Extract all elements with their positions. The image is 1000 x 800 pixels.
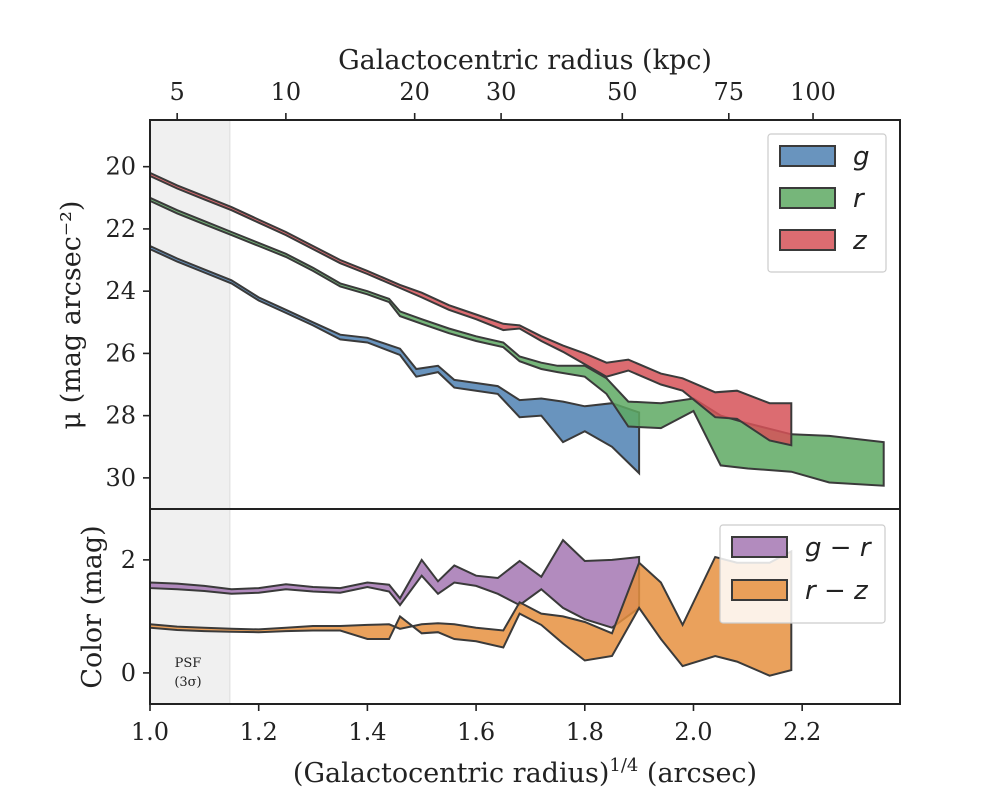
legend-label: r bbox=[853, 184, 866, 214]
x-tick-label: 2.0 bbox=[674, 718, 712, 746]
legend-swatch bbox=[779, 145, 836, 167]
legend-swatch bbox=[779, 187, 836, 209]
x-axis-title: (Galactocentric radius)1/4 (arcsec) bbox=[293, 755, 757, 789]
psf-sublabel: (3σ) bbox=[174, 675, 201, 690]
legend-label: g bbox=[853, 142, 870, 172]
legend-swatch bbox=[779, 229, 836, 251]
top-tick-label: 30 bbox=[486, 78, 517, 106]
psf-region bbox=[150, 120, 230, 509]
x-tick-label: 1.8 bbox=[566, 718, 604, 746]
band-mu-1 bbox=[149, 196, 885, 487]
y-tick-label: 0 bbox=[121, 659, 136, 687]
labels: Galactocentric radius (kpc) (Galactocent… bbox=[56, 45, 757, 789]
top-tick-label: 10 bbox=[271, 78, 302, 106]
band-color-1 bbox=[149, 549, 793, 677]
legend-label: r − z bbox=[805, 576, 869, 606]
y-tick-label: 26 bbox=[105, 339, 136, 367]
y-axis-title-top: μ (mag arcsec⁻²) bbox=[56, 201, 87, 430]
legend-label: g − r bbox=[805, 533, 873, 563]
x-tick-label: 1.4 bbox=[348, 718, 386, 746]
top-tick-label: 20 bbox=[399, 78, 430, 106]
top-tick-label: 5 bbox=[170, 78, 185, 106]
y-tick-label: 24 bbox=[105, 277, 136, 305]
y-tick-label: 2 bbox=[121, 546, 136, 574]
x-tick-label: 1.6 bbox=[457, 718, 495, 746]
legend-swatch bbox=[731, 536, 788, 558]
y-tick-label: 28 bbox=[105, 402, 136, 430]
top-tick-label: 50 bbox=[607, 78, 638, 106]
y-tick-label: 30 bbox=[105, 464, 136, 492]
x-tick-label: 1.2 bbox=[240, 718, 278, 746]
legend-label: z bbox=[852, 226, 868, 256]
y-tick-label: 22 bbox=[105, 215, 136, 243]
x-tick-label: 2.2 bbox=[783, 718, 821, 746]
top-tick-label: 100 bbox=[790, 78, 836, 106]
psf-label: PSF bbox=[175, 656, 202, 671]
bottom-panel: 0 2 g − r r − z 1.0 1.2 1.4 1.6 1.8 2.0 2.2 bbox=[121, 508, 901, 746]
y-tick-label: 20 bbox=[105, 153, 136, 181]
y-axis-title-bottom: Color (mag) bbox=[77, 525, 108, 688]
axes-frame bbox=[149, 508, 901, 705]
x-tick-label: 1.0 bbox=[131, 718, 169, 746]
legend-swatch bbox=[731, 579, 788, 601]
psf-region bbox=[150, 509, 230, 704]
top-panel: 20 22 24 26 28 30 grz 5 10 20 30 50 75 100 bbox=[105, 78, 901, 510]
band-mu-0 bbox=[149, 244, 641, 476]
top-tick-label: 75 bbox=[714, 78, 745, 106]
top-axis-title: Galactocentric radius (kpc) bbox=[338, 45, 712, 76]
band-mu-2 bbox=[149, 171, 793, 447]
